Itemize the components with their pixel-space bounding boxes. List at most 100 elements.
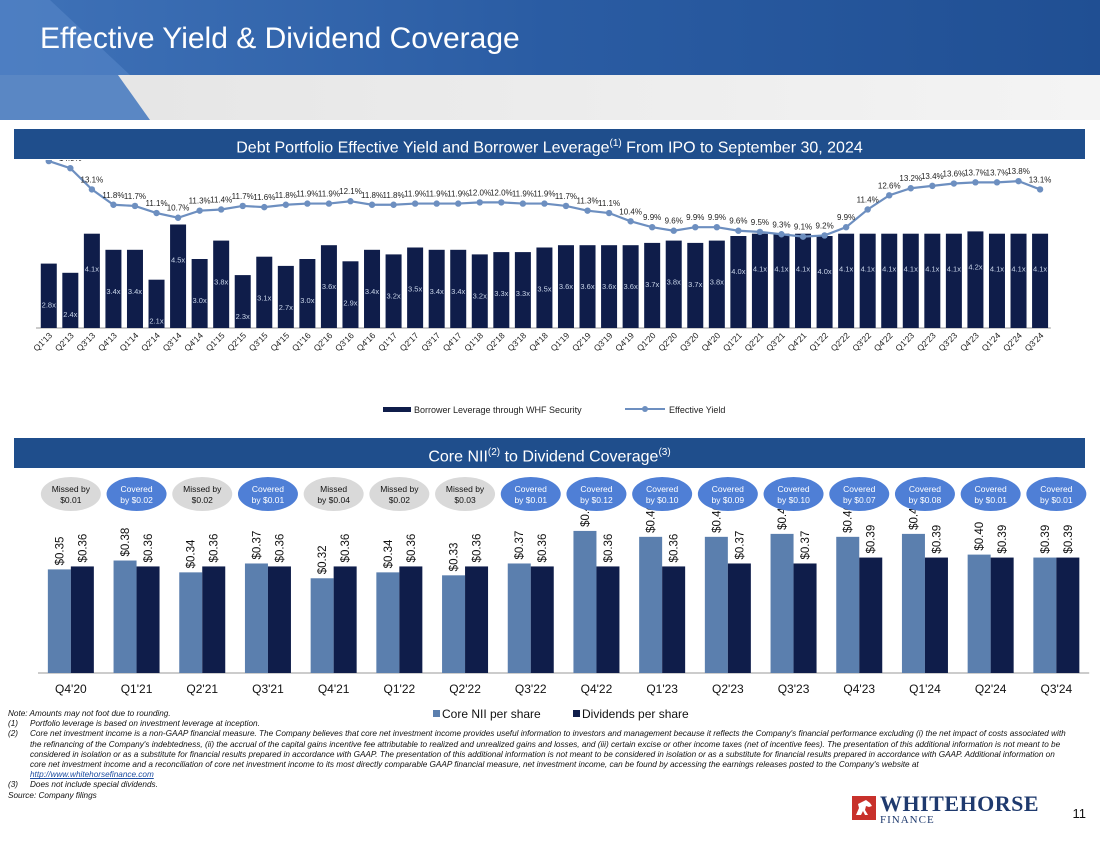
chart1-x-tick-label: Q3'23	[936, 330, 959, 353]
effective-yield-label: 13.2%	[899, 174, 922, 183]
effective-yield-label: 9.3%	[772, 220, 790, 229]
effective-yield-point	[842, 223, 850, 231]
core-nii-bar	[113, 560, 137, 673]
leverage-bar	[407, 247, 424, 328]
effective-yield-point	[541, 200, 548, 207]
effective-yield-point	[929, 182, 936, 190]
effective-yield-point	[196, 207, 203, 214]
leverage-bar	[277, 265, 294, 328]
dividend-value-label: $0.36	[209, 534, 221, 563]
effective-yield-label: 9.2%	[815, 221, 833, 230]
leverage-bar	[471, 254, 488, 328]
leverage-bar-label: 3.2x	[473, 291, 487, 300]
legend-bar-swatch	[383, 407, 411, 412]
chart1-x-tick-label: Q4'23	[958, 330, 981, 353]
core-nii-value-label: $0.39	[1040, 525, 1052, 554]
effective-yield-label: 11.3%	[189, 197, 211, 206]
dividend-value-label: $0.36	[77, 534, 89, 563]
source-note: Source: Company filings	[8, 790, 97, 800]
dividend-value-label: $0.36	[143, 534, 155, 563]
effective-yield-label: 11.1%	[145, 199, 167, 208]
leverage-bar	[967, 231, 984, 328]
chart2-x-tick-label: Q2'23	[712, 682, 744, 696]
coverage-line2: $0.02	[192, 495, 214, 505]
chart1-x-tick-label: Q4'15	[268, 330, 291, 353]
effective-yield-label: 11.8%	[102, 191, 124, 200]
core-nii-bar	[507, 563, 531, 673]
chart2-x-tick-label: Q2'24	[975, 682, 1007, 696]
website-link[interactable]: http://www.whitehorsefinance.com	[30, 770, 154, 780]
effective-yield-label: 9.6%	[665, 217, 683, 226]
effective-yield-point	[907, 185, 914, 192]
chart2-x-tick-label: Q2'21	[186, 682, 218, 696]
effective-yield-point	[88, 186, 96, 193]
effective-yield-point	[972, 179, 979, 186]
chart1-x-tick-label: Q3'15	[247, 330, 270, 353]
chart1-x-tick-label: Q4'22	[872, 330, 895, 353]
dividend-value-label: $0.37	[800, 531, 812, 560]
coverage-line1: Covered	[515, 484, 547, 494]
effective-yield-point	[45, 160, 52, 165]
covered-bubble	[829, 477, 890, 511]
coverage-line1: Covered	[909, 484, 941, 494]
leverage-bar	[514, 252, 531, 328]
covered-bubble	[763, 477, 824, 511]
leverage-bar	[234, 275, 251, 328]
leverage-bar-label: 4.1x	[796, 265, 810, 274]
leverage-bar-label: 4.5x	[171, 256, 185, 265]
chart2-x-tick-label: Q4'22	[581, 682, 613, 696]
core-nii-bar	[836, 536, 860, 673]
chart1-x-tick-label: Q3'16	[333, 330, 356, 353]
missed-bubble	[435, 477, 496, 511]
chart1-x-tick-label: Q2'17	[398, 330, 421, 353]
effective-yield-point	[110, 201, 117, 208]
chart1-x-tick-label: Q4'20	[699, 330, 722, 353]
chart1-x-tick-label: Q1'18	[462, 330, 485, 353]
leverage-bar	[601, 245, 618, 328]
dividend-value-label: $0.37	[734, 531, 746, 560]
coverage-line1: Covered	[777, 484, 809, 494]
dividend-bar	[399, 566, 423, 673]
chart1-x-tick-label: Q3'20	[678, 330, 701, 353]
chart1-x-tick-label: Q2'13	[53, 330, 76, 353]
chart2-x-tick-label: Q1'24	[909, 682, 941, 696]
coverage-line2: by $0.09	[712, 495, 745, 505]
effective-yield-label: 9.9%	[837, 213, 855, 222]
dividend-value-label: $0.36	[274, 534, 286, 563]
coverage-line2: by $0.01	[1040, 495, 1073, 505]
coverage-line2: by $0.02	[120, 495, 153, 505]
chart1-title-sup: (1)	[609, 138, 622, 149]
legend-dividend-label: Dividends per share	[582, 707, 689, 721]
effective-yield-label: 11.7%	[232, 192, 254, 201]
coverage-line1: Missed by	[380, 484, 419, 494]
effective-yield-point	[347, 198, 354, 205]
leverage-bar-label: 4.0x	[731, 267, 745, 276]
chart2-x-tick-label: Q2'22	[449, 682, 481, 696]
coverage-line1: Covered	[1040, 484, 1072, 494]
leverage-bar-label: 4.1x	[753, 265, 767, 274]
dividend-bar	[333, 566, 357, 673]
footnote-1-number: (1)	[8, 719, 19, 729]
core-nii-value-label: $0.46	[711, 504, 723, 533]
chart1-x-tick-label: Q4'21	[786, 330, 809, 353]
core-nii-bar	[573, 530, 597, 673]
core-nii-bar	[244, 563, 268, 673]
leverage-bar	[665, 240, 682, 328]
effective-yield-point	[498, 199, 505, 206]
chart1-x-tick-label: Q3'13	[74, 330, 97, 353]
core-nii-value-label: $0.37	[251, 531, 263, 560]
chart2-x-tick-label: Q3'22	[515, 682, 547, 696]
effective-yield-point	[67, 164, 74, 172]
effective-yield-label: 11.7%	[555, 192, 577, 201]
chart1-x-tick-label: Q2'22	[829, 330, 852, 353]
leverage-bar-label: 4.1x	[1011, 265, 1025, 274]
chart1-x-tick-label: Q1'14	[117, 330, 140, 353]
coverage-line1: Missed	[320, 484, 347, 494]
effective-yield-label: 13.7%	[986, 168, 1009, 177]
yield-leverage-chart: 2.8x Q1'13 2.4x Q2'13 4.1x Q3'13 3.4x Q4'13 3.4x…	[31, 160, 1051, 415]
leverage-bar	[902, 233, 919, 328]
effective-yield-point	[993, 179, 1001, 186]
chart1-x-tick-label: Q2'16	[311, 330, 334, 353]
whitehorse-logo: WHITEHORSE FINANCE	[852, 791, 1052, 826]
leverage-bar-label: 3.4x	[451, 287, 465, 296]
